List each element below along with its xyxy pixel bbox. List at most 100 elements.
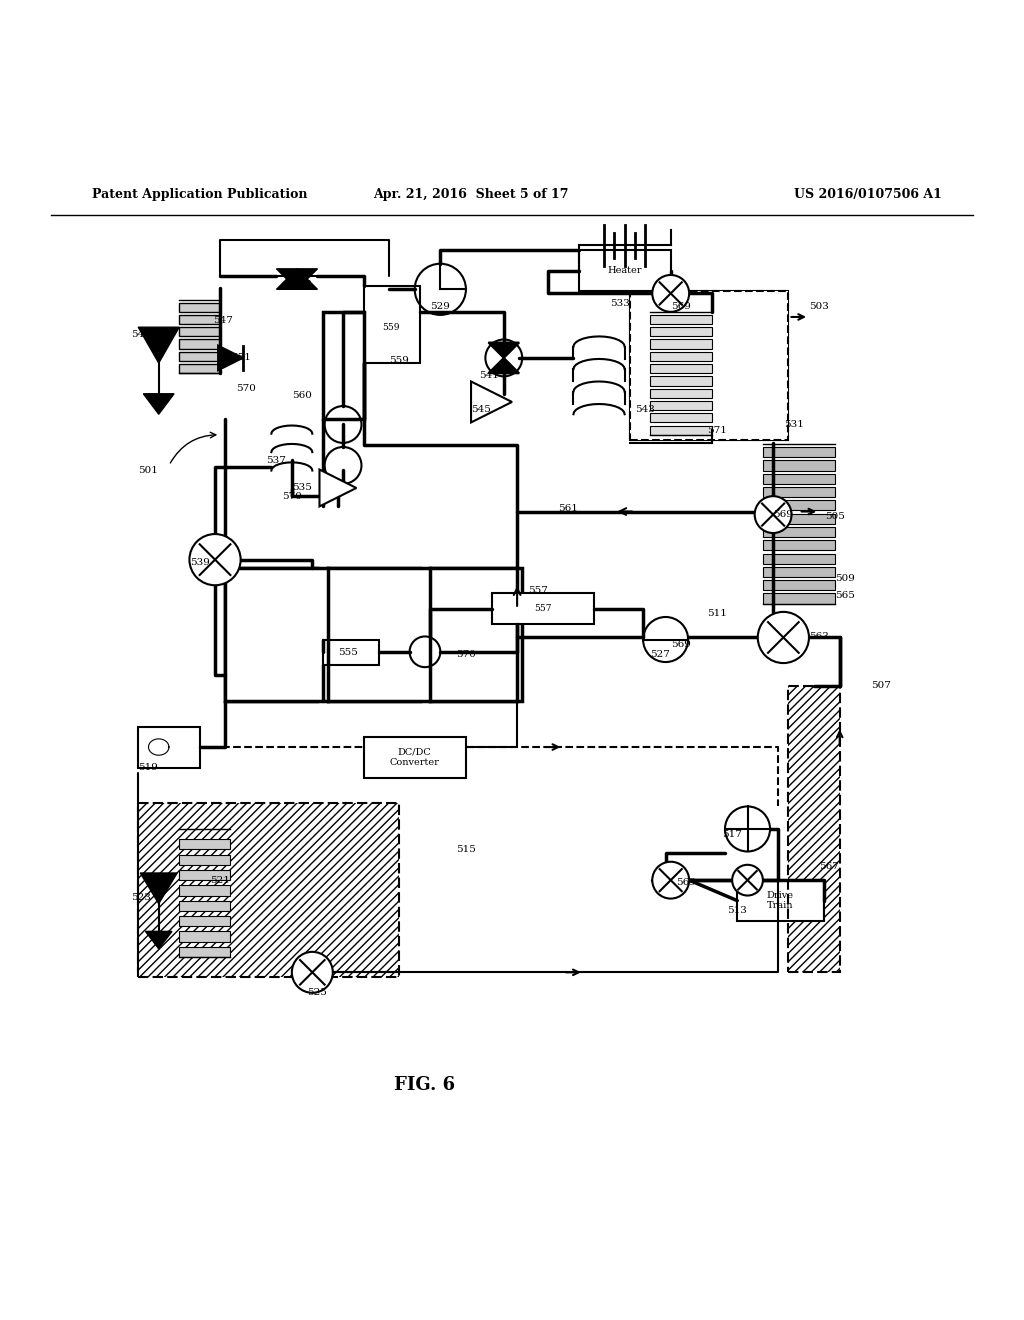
Text: 569: 569 <box>671 302 691 312</box>
Text: 560: 560 <box>292 391 312 400</box>
Circle shape <box>652 275 689 312</box>
Polygon shape <box>471 381 512 422</box>
Text: 507: 507 <box>870 681 891 690</box>
Bar <box>179 870 230 880</box>
Bar <box>225 568 317 701</box>
Text: 539: 539 <box>189 558 210 568</box>
Bar <box>650 376 712 385</box>
Bar <box>630 292 788 440</box>
Bar <box>650 339 712 348</box>
Bar <box>763 553 835 564</box>
Text: DC/DC
Converter: DC/DC Converter <box>390 747 439 767</box>
Text: 563: 563 <box>809 632 829 642</box>
Text: 555: 555 <box>338 648 358 657</box>
Bar <box>179 932 230 941</box>
Bar <box>650 401 712 411</box>
Polygon shape <box>138 327 179 363</box>
Bar <box>650 315 712 325</box>
Text: 511: 511 <box>707 610 727 618</box>
Bar <box>323 639 379 665</box>
Text: 549: 549 <box>131 330 152 339</box>
Bar <box>630 292 788 440</box>
Bar <box>179 916 230 927</box>
Bar <box>650 388 712 397</box>
Text: 537: 537 <box>266 455 287 465</box>
Bar <box>364 737 466 777</box>
Bar <box>179 900 230 911</box>
Text: 525: 525 <box>307 989 328 998</box>
Circle shape <box>758 612 809 663</box>
Bar <box>179 339 220 348</box>
Text: 567: 567 <box>819 862 840 871</box>
Bar <box>650 364 712 374</box>
Text: 519: 519 <box>138 763 159 772</box>
Circle shape <box>732 865 763 895</box>
Text: US 2016/0107506 A1: US 2016/0107506 A1 <box>795 187 942 201</box>
Circle shape <box>755 496 792 533</box>
Bar <box>328 568 420 701</box>
Bar <box>788 685 840 973</box>
Text: 543: 543 <box>635 405 655 413</box>
Text: 521: 521 <box>210 875 230 884</box>
Bar <box>430 568 522 701</box>
Text: 570: 570 <box>236 384 256 393</box>
Text: 533: 533 <box>609 300 630 308</box>
Bar <box>179 840 230 850</box>
Circle shape <box>189 535 241 585</box>
Text: 557: 557 <box>534 605 552 614</box>
Bar <box>650 413 712 422</box>
Circle shape <box>652 862 689 899</box>
Text: 501: 501 <box>138 466 159 475</box>
Text: 527: 527 <box>650 651 671 660</box>
Text: 545: 545 <box>471 405 492 413</box>
Bar <box>179 364 220 374</box>
Polygon shape <box>276 269 317 289</box>
Bar <box>763 487 835 498</box>
Text: 561: 561 <box>558 504 579 513</box>
Text: 571: 571 <box>707 426 727 436</box>
Bar <box>650 425 712 434</box>
Polygon shape <box>143 393 174 414</box>
Bar <box>650 351 712 360</box>
Polygon shape <box>488 343 519 358</box>
Text: 517: 517 <box>722 829 742 838</box>
Text: Heater: Heater <box>607 267 642 276</box>
Bar <box>579 251 671 292</box>
Bar <box>763 527 835 537</box>
Text: 547: 547 <box>213 315 233 325</box>
Polygon shape <box>140 873 177 904</box>
Bar <box>179 886 230 895</box>
Polygon shape <box>145 932 172 949</box>
Bar <box>138 726 200 767</box>
Bar <box>763 594 835 603</box>
Bar <box>138 804 399 977</box>
Text: 569: 569 <box>676 878 696 887</box>
Bar <box>179 854 230 865</box>
Text: 553: 553 <box>292 280 312 289</box>
Circle shape <box>292 952 333 993</box>
Bar <box>788 685 840 973</box>
Text: Apr. 21, 2016  Sheet 5 of 17: Apr. 21, 2016 Sheet 5 of 17 <box>374 187 568 201</box>
Polygon shape <box>319 470 356 507</box>
Text: 570: 570 <box>456 651 476 660</box>
Text: 503: 503 <box>809 302 829 312</box>
Bar <box>763 566 835 577</box>
Bar <box>492 594 594 624</box>
Text: 569: 569 <box>671 640 691 649</box>
Polygon shape <box>218 346 243 370</box>
Bar <box>364 286 420 363</box>
Polygon shape <box>488 358 519 374</box>
Bar <box>763 579 835 590</box>
Text: 515: 515 <box>456 845 476 854</box>
Bar <box>179 315 220 325</box>
Bar <box>763 513 835 524</box>
Text: 513: 513 <box>727 907 748 915</box>
Bar <box>737 880 824 921</box>
Text: 570: 570 <box>282 491 302 500</box>
Text: 509: 509 <box>835 574 855 582</box>
Text: 541: 541 <box>479 371 500 380</box>
Polygon shape <box>276 269 317 289</box>
Text: FIG. 6: FIG. 6 <box>394 1076 456 1094</box>
Text: 569: 569 <box>773 510 794 519</box>
Text: 557: 557 <box>527 586 548 595</box>
